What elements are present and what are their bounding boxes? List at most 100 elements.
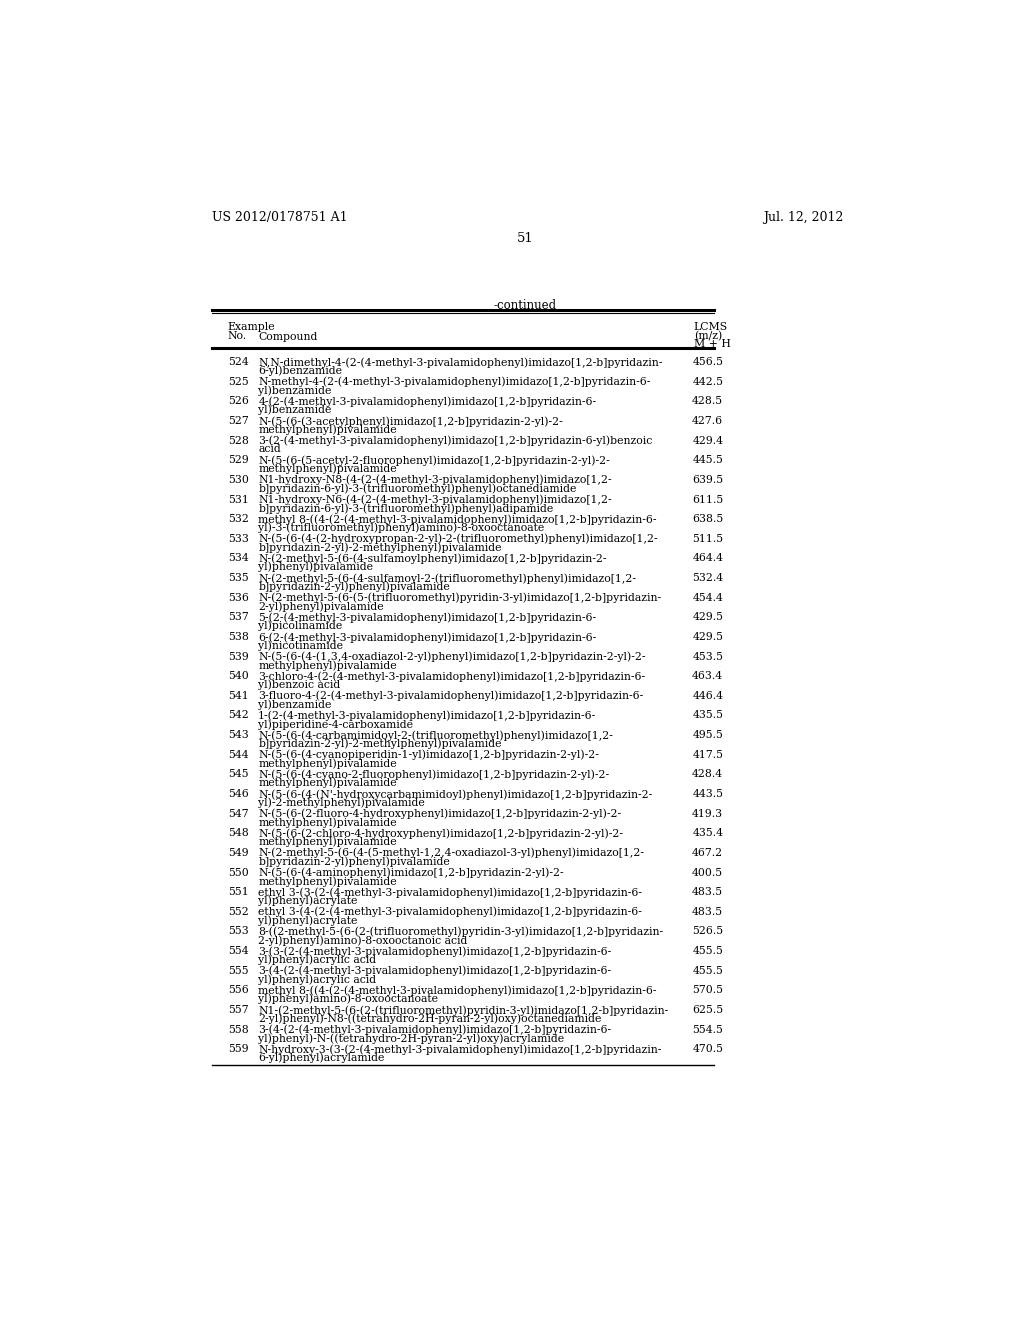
Text: yl)-3-(trifluoromethyl)phenyl)amino)-8-oxooctanoate: yl)-3-(trifluoromethyl)phenyl)amino)-8-o… — [258, 523, 545, 533]
Text: b]pyridazin-2-yl)-2-methylphenyl)pivalamide: b]pyridazin-2-yl)-2-methylphenyl)pivalam… — [258, 543, 502, 553]
Text: 8-((2-methyl-5-(6-(2-(trifluoromethyl)pyridin-3-yl)imidazo[1,2-b]pyridazin-: 8-((2-methyl-5-(6-(2-(trifluoromethyl)py… — [258, 927, 664, 937]
Text: 541: 541 — [228, 690, 249, 701]
Text: 2-yl)phenyl)amino)-8-oxooctanoic acid: 2-yl)phenyl)amino)-8-oxooctanoic acid — [258, 935, 468, 945]
Text: N-(5-(6-(4-cyano-2-fluorophenyl)imidazo[1,2-b]pyridazin-2-yl)-2-: N-(5-(6-(4-cyano-2-fluorophenyl)imidazo[… — [258, 770, 609, 780]
Text: LCMS: LCMS — [693, 322, 728, 333]
Text: b]pyridazin-6-yl)-3-(trifluoromethyl)phenyl)octanediamide: b]pyridazin-6-yl)-3-(trifluoromethyl)phe… — [258, 483, 577, 494]
Text: 470.5: 470.5 — [692, 1044, 723, 1055]
Text: 542: 542 — [228, 710, 249, 721]
Text: 454.4: 454.4 — [692, 593, 723, 603]
Text: N-(5-(6-(4-(1,3,4-oxadiazol-2-yl)phenyl)imidazo[1,2-b]pyridazin-2-yl)-2-: N-(5-(6-(4-(1,3,4-oxadiazol-2-yl)phenyl)… — [258, 652, 646, 663]
Text: N-(2-methyl-5-(6-(4-(5-methyl-1,2,4-oxadiazol-3-yl)phenyl)imidazo[1,2-: N-(2-methyl-5-(6-(4-(5-methyl-1,2,4-oxad… — [258, 847, 644, 858]
Text: N-(5-(6-(2-fluoro-4-hydroxyphenyl)imidazo[1,2-b]pyridazin-2-yl)-2-: N-(5-(6-(2-fluoro-4-hydroxyphenyl)imidaz… — [258, 809, 622, 820]
Text: 428.5: 428.5 — [692, 396, 723, 407]
Text: 419.3: 419.3 — [692, 809, 723, 818]
Text: 3-(3-(2-(4-methyl-3-pivalamidophenyl)imidazo[1,2-b]pyridazin-6-: 3-(3-(2-(4-methyl-3-pivalamidophenyl)imi… — [258, 946, 611, 957]
Text: 551: 551 — [228, 887, 249, 898]
Text: 483.5: 483.5 — [692, 887, 723, 898]
Text: methyl 8-((4-(2-(4-methyl-3-pivalamidophenyl)imidazo[1,2-b]pyridazin-6-: methyl 8-((4-(2-(4-methyl-3-pivalamidoph… — [258, 985, 656, 997]
Text: 524: 524 — [228, 358, 249, 367]
Text: yl)benzamide: yl)benzamide — [258, 385, 332, 396]
Text: 611.5: 611.5 — [692, 495, 723, 504]
Text: yl)piperidine-4-carboxamide: yl)piperidine-4-carboxamide — [258, 719, 414, 730]
Text: yl)phenyl)acrylic acid: yl)phenyl)acrylic acid — [258, 974, 377, 985]
Text: 429.5: 429.5 — [692, 612, 723, 622]
Text: ethyl 3-(4-(2-(4-methyl-3-pivalamidophenyl)imidazo[1,2-b]pyridazin-6-: ethyl 3-(4-(2-(4-methyl-3-pivalamidophen… — [258, 907, 642, 917]
Text: 464.4: 464.4 — [692, 553, 723, 564]
Text: US 2012/0178751 A1: US 2012/0178751 A1 — [212, 211, 347, 224]
Text: b]pyridazin-2-yl)phenyl)pivalamide: b]pyridazin-2-yl)phenyl)pivalamide — [258, 582, 450, 593]
Text: 550: 550 — [228, 867, 249, 878]
Text: methylphenyl)pivalamide: methylphenyl)pivalamide — [258, 876, 397, 887]
Text: N1-(2-methyl-5-(6-(2-(trifluoromethyl)pyridin-3-yl)imidazo[1,2-b]pyridazin-: N1-(2-methyl-5-(6-(2-(trifluoromethyl)py… — [258, 1005, 669, 1015]
Text: yl)phenyl)pivalamide: yl)phenyl)pivalamide — [258, 562, 373, 573]
Text: 546: 546 — [228, 789, 249, 799]
Text: 543: 543 — [228, 730, 249, 741]
Text: b]pyridazin-6-yl)-3-(trifluoromethyl)phenyl)adipamide: b]pyridazin-6-yl)-3-(trifluoromethyl)phe… — [258, 503, 553, 513]
Text: methylphenyl)pivalamide: methylphenyl)pivalamide — [258, 837, 397, 847]
Text: 625.5: 625.5 — [692, 1005, 723, 1015]
Text: 3-(4-(2-(4-methyl-3-pivalamidophenyl)imidazo[1,2-b]pyridazin-6-: 3-(4-(2-(4-methyl-3-pivalamidophenyl)imi… — [258, 1024, 611, 1035]
Text: M + H: M + H — [693, 339, 731, 350]
Text: 534: 534 — [228, 553, 249, 564]
Text: 6-yl)benzamide: 6-yl)benzamide — [258, 366, 342, 376]
Text: 483.5: 483.5 — [692, 907, 723, 917]
Text: 443.5: 443.5 — [692, 789, 723, 799]
Text: 495.5: 495.5 — [692, 730, 723, 741]
Text: methylphenyl)pivalamide: methylphenyl)pivalamide — [258, 463, 397, 474]
Text: methylphenyl)pivalamide: methylphenyl)pivalamide — [258, 758, 397, 768]
Text: 3-fluoro-4-(2-(4-methyl-3-pivalamidophenyl)imidazo[1,2-b]pyridazin-6-: 3-fluoro-4-(2-(4-methyl-3-pivalamidophen… — [258, 690, 643, 701]
Text: 400.5: 400.5 — [692, 867, 723, 878]
Text: 531: 531 — [228, 495, 249, 504]
Text: 429.5: 429.5 — [692, 632, 723, 642]
Text: 4-(2-(4-methyl-3-pivalamidophenyl)imidazo[1,2-b]pyridazin-6-: 4-(2-(4-methyl-3-pivalamidophenyl)imidaz… — [258, 396, 596, 407]
Text: 526: 526 — [228, 396, 249, 407]
Text: methyl 8-((4-(2-(4-methyl-3-pivalamidophenyl)imidazo[1,2-b]pyridazin-6-: methyl 8-((4-(2-(4-methyl-3-pivalamidoph… — [258, 515, 656, 525]
Text: N-(5-(6-(4-cyanopiperidin-1-yl)imidazo[1,2-b]pyridazin-2-yl)-2-: N-(5-(6-(4-cyanopiperidin-1-yl)imidazo[1… — [258, 750, 599, 760]
Text: 544: 544 — [228, 750, 249, 760]
Text: 638.5: 638.5 — [692, 515, 723, 524]
Text: 51: 51 — [516, 231, 534, 244]
Text: 555: 555 — [228, 966, 249, 975]
Text: acid: acid — [258, 444, 281, 454]
Text: 463.4: 463.4 — [692, 671, 723, 681]
Text: 455.5: 455.5 — [692, 946, 723, 956]
Text: 429.4: 429.4 — [692, 436, 723, 446]
Text: yl)phenyl)acrylate: yl)phenyl)acrylate — [258, 915, 357, 925]
Text: 547: 547 — [228, 809, 249, 818]
Text: 537: 537 — [228, 612, 249, 622]
Text: 549: 549 — [228, 847, 249, 858]
Text: N,N-dimethyl-4-(2-(4-methyl-3-pivalamidophenyl)imidazo[1,2-b]pyridazin-: N,N-dimethyl-4-(2-(4-methyl-3-pivalamido… — [258, 358, 663, 368]
Text: 3-chloro-4-(2-(4-methyl-3-pivalamidophenyl)imidazo[1,2-b]pyridazin-6-: 3-chloro-4-(2-(4-methyl-3-pivalamidophen… — [258, 671, 645, 682]
Text: 570.5: 570.5 — [692, 985, 723, 995]
Text: 2-yl)phenyl)-N8-((tetrahydro-2H-pyran-2-yl)oxy)octanediamide: 2-yl)phenyl)-N8-((tetrahydro-2H-pyran-2-… — [258, 1014, 601, 1024]
Text: yl)benzoic acid: yl)benzoic acid — [258, 680, 340, 690]
Text: N-methyl-4-(2-(4-methyl-3-pivalamidophenyl)imidazo[1,2-b]pyridazin-6-: N-methyl-4-(2-(4-methyl-3-pivalamidophen… — [258, 376, 650, 387]
Text: 453.5: 453.5 — [692, 652, 723, 661]
Text: 467.2: 467.2 — [692, 847, 723, 858]
Text: methylphenyl)pivalamide: methylphenyl)pivalamide — [258, 777, 397, 788]
Text: 554: 554 — [228, 946, 249, 956]
Text: N-(5-(6-(4-(N'-hydroxycarbamimidoyl)phenyl)imidazo[1,2-b]pyridazin-2-: N-(5-(6-(4-(N'-hydroxycarbamimidoyl)phen… — [258, 789, 652, 800]
Text: 6-(2-(4-methyl-3-pivalamidophenyl)imidazo[1,2-b]pyridazin-6-: 6-(2-(4-methyl-3-pivalamidophenyl)imidaz… — [258, 632, 596, 643]
Text: 427.6: 427.6 — [692, 416, 723, 426]
Text: 557: 557 — [228, 1005, 249, 1015]
Text: yl)benzamide: yl)benzamide — [258, 700, 332, 710]
Text: Jul. 12, 2012: Jul. 12, 2012 — [764, 211, 844, 224]
Text: 532: 532 — [228, 515, 249, 524]
Text: N-(5-(6-(4-aminophenyl)imidazo[1,2-b]pyridazin-2-yl)-2-: N-(5-(6-(4-aminophenyl)imidazo[1,2-b]pyr… — [258, 867, 564, 878]
Text: 6-yl)phenyl)acrylamide: 6-yl)phenyl)acrylamide — [258, 1053, 385, 1064]
Text: 558: 558 — [228, 1024, 249, 1035]
Text: methylphenyl)pivalamide: methylphenyl)pivalamide — [258, 425, 397, 436]
Text: N-(2-methyl-5-(6-(4-sulfamoyl-2-(trifluoromethyl)phenyl)imidazo[1,2-: N-(2-methyl-5-(6-(4-sulfamoyl-2-(trifluo… — [258, 573, 636, 583]
Text: 559: 559 — [228, 1044, 249, 1055]
Text: 528: 528 — [228, 436, 249, 446]
Text: 435.4: 435.4 — [692, 829, 723, 838]
Text: 556: 556 — [228, 985, 249, 995]
Text: 529: 529 — [228, 455, 249, 465]
Text: b]pyridazin-2-yl)phenyl)pivalamide: b]pyridazin-2-yl)phenyl)pivalamide — [258, 857, 450, 867]
Text: yl)phenyl)acrylate: yl)phenyl)acrylate — [258, 896, 357, 907]
Text: yl)nicotinamide: yl)nicotinamide — [258, 640, 343, 651]
Text: 456.5: 456.5 — [692, 358, 723, 367]
Text: 455.5: 455.5 — [692, 966, 723, 975]
